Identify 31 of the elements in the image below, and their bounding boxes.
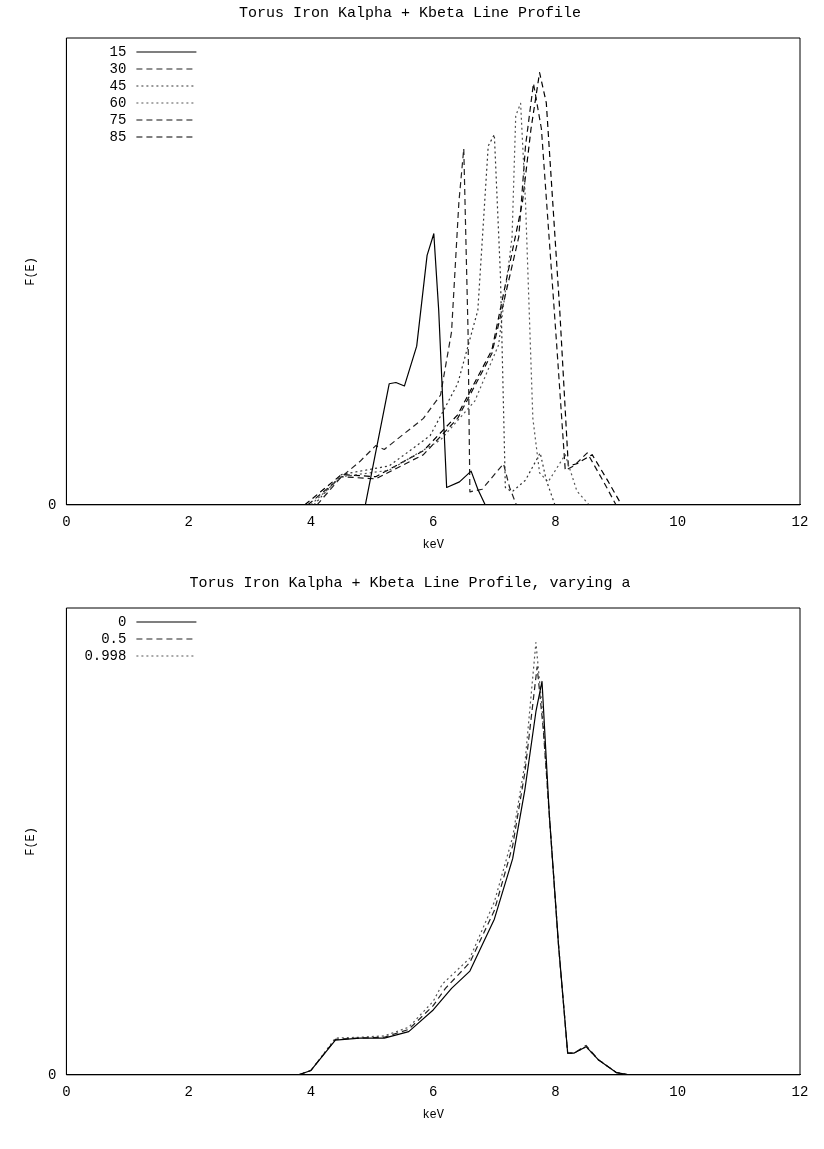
legend-label: 30 [109,60,127,77]
y-axis-title: F(E) [24,826,39,856]
x-tick-label: 8 [551,1083,560,1100]
chart-title: Torus Iron Kalpha + Kbeta Line Profile [238,4,582,22]
x-tick-label: 10 [669,1083,687,1100]
legend-label: 45 [109,77,127,94]
x-tick-label: 4 [306,513,316,530]
text: 0 [47,496,57,513]
legend-label: 0.998 [84,647,127,664]
legend-label: 75 [109,111,127,128]
x-tick-label: 10 [669,513,687,530]
x-tick-label: 6 [429,513,438,530]
x-tick-label: 4 [306,1083,316,1100]
legend-label: 0.5 [101,630,127,647]
legend-label: 60 [109,94,127,111]
x-tick-label: 12 [791,513,809,530]
legend-label: 0 [117,613,127,630]
x-tick-label: 6 [429,1083,438,1100]
x-tick-label: 2 [184,513,193,530]
x-tick-label: 0 [62,1083,71,1100]
x-tick-label: 12 [791,1083,809,1100]
chart-title: Torus Iron Kalpha + Kbeta Line Profile, varying a [189,574,631,592]
x-axis-title: keV [422,1107,445,1122]
y-axis-title: F(E) [24,256,39,286]
text: 0 [47,1066,57,1083]
legend-label: 15 [109,43,127,60]
legend-label: 85 [109,128,127,145]
x-tick-label: 2 [184,1083,193,1100]
x-tick-label: 8 [551,513,560,530]
x-axis-title: keV [422,537,445,552]
x-tick-label: 0 [62,513,71,530]
